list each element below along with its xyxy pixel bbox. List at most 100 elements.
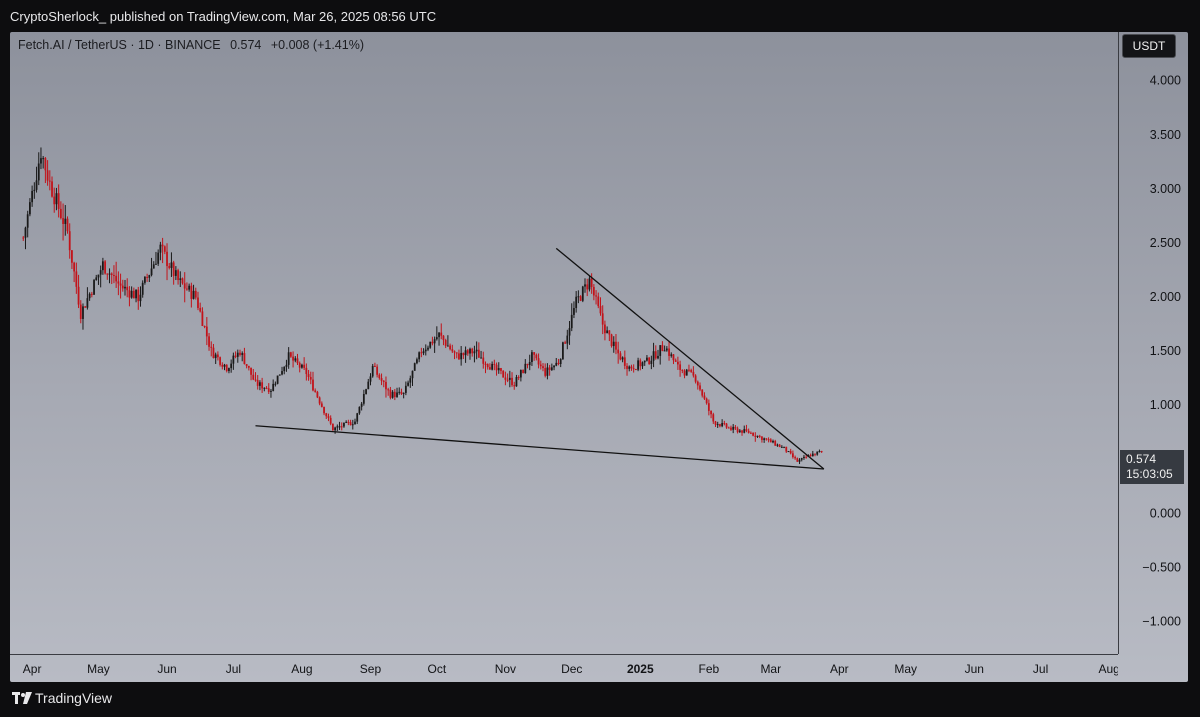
candle-body: [570, 314, 573, 329]
candle-body: [449, 345, 452, 350]
time-axis[interactable]: Apr May Jun Jul Aug Sep Oct Nov Dec 2025 Feb Mar Apr…: [10, 654, 1120, 682]
candle-body: [422, 351, 425, 354]
candle-body: [568, 328, 571, 336]
candle-body: [186, 288, 188, 290]
candle-body: [696, 381, 699, 386]
candle-body: [385, 381, 387, 390]
candlestick-chart[interactable]: [10, 32, 1118, 654]
candle-body: [208, 336, 210, 347]
candle-body: [654, 351, 657, 359]
candle-body: [626, 365, 628, 369]
candle-body: [409, 378, 412, 383]
candle-body: [323, 406, 325, 414]
candle-body: [35, 180, 38, 190]
candle-body: [214, 354, 217, 359]
candle-body: [590, 278, 593, 287]
candle-body: [104, 261, 106, 274]
candle-body: [296, 358, 299, 364]
candle-body: [62, 218, 64, 224]
candle-body: [287, 352, 290, 365]
price-axis[interactable]: 4.0003.5003.0002.5002.0001.5001.0000.500…: [1118, 32, 1188, 654]
candle-body: [730, 427, 732, 430]
candle-body: [561, 342, 564, 360]
candle-body: [424, 349, 427, 352]
candle-body: [170, 262, 173, 268]
candle-body: [44, 158, 47, 171]
candle-body: [181, 278, 184, 284]
candle-body: [643, 360, 646, 363]
last-price: 0.574: [230, 38, 262, 52]
candle-body: [137, 289, 140, 302]
candle-body: [584, 284, 586, 287]
candle-body: [769, 439, 772, 443]
symbol-name[interactable]: Fetch.AI / TetherUS · 1D · BINANCE: [18, 38, 221, 52]
candle-body: [276, 375, 279, 384]
candle-body: [396, 392, 398, 397]
candle-body: [705, 398, 708, 404]
candle-body: [668, 348, 670, 356]
candle-body: [639, 360, 642, 367]
candle-body: [155, 263, 157, 265]
candle-body: [460, 352, 463, 360]
candle-body: [533, 352, 536, 355]
candle-body: [780, 446, 783, 448]
candle-body: [113, 274, 115, 276]
tradingview-logo-icon: [12, 692, 32, 704]
candle-body: [772, 440, 774, 443]
candle-body: [90, 293, 93, 295]
candle-body: [252, 374, 255, 380]
candle-body: [157, 252, 160, 264]
candle-body: [716, 424, 719, 426]
candle-body: [440, 332, 443, 336]
candle-body: [29, 202, 31, 215]
candle-body: [451, 349, 454, 352]
candle-body: [480, 357, 482, 359]
current-price-value: 0.574: [1126, 452, 1157, 466]
candle-body: [619, 353, 622, 360]
candle-body: [796, 458, 799, 462]
candle-body: [462, 352, 465, 356]
candle-body: [150, 268, 153, 276]
candle-body: [108, 273, 111, 275]
candle-body: [725, 423, 728, 428]
candle-body: [66, 218, 69, 232]
candle-body: [331, 423, 334, 431]
candle-body: [595, 295, 597, 297]
candle-body: [329, 417, 332, 424]
time-tick-label: 2025: [627, 662, 654, 676]
price-tick-label: 4.000: [1150, 74, 1181, 88]
candle-body: [292, 356, 294, 361]
candle-body: [55, 193, 58, 205]
footer: TradingView: [12, 686, 112, 710]
candle-body: [230, 363, 233, 369]
candle-body: [241, 353, 244, 355]
candle-body: [24, 227, 27, 238]
currency-badge[interactable]: USDT: [1122, 34, 1176, 58]
candle-body: [31, 190, 34, 203]
candle-body: [239, 352, 241, 355]
candle-body: [53, 196, 56, 205]
candle-body: [544, 368, 547, 376]
candle-body: [228, 368, 230, 372]
price-tick-label: 2.000: [1150, 290, 1181, 304]
candle-body: [783, 446, 785, 448]
price-tick-label: 1.000: [1150, 398, 1181, 412]
candle-body: [621, 357, 624, 360]
candle-body: [37, 163, 40, 181]
candle-body: [26, 214, 29, 228]
candle-body: [382, 380, 385, 382]
candle-body: [573, 308, 575, 315]
footer-brand[interactable]: TradingView: [35, 690, 113, 706]
candle-body: [719, 424, 721, 427]
candle-body: [234, 355, 237, 357]
candle-body: [22, 237, 25, 239]
candle-body: [71, 250, 73, 263]
candle-body: [139, 294, 142, 302]
candle-body: [431, 341, 434, 344]
candle-body: [152, 264, 155, 269]
candle-body: [524, 363, 527, 374]
price-tick-label: −0.500: [1142, 560, 1181, 574]
time-tick-label: Apr: [830, 662, 849, 676]
candle-body: [190, 285, 193, 299]
candle-body: [785, 446, 788, 452]
